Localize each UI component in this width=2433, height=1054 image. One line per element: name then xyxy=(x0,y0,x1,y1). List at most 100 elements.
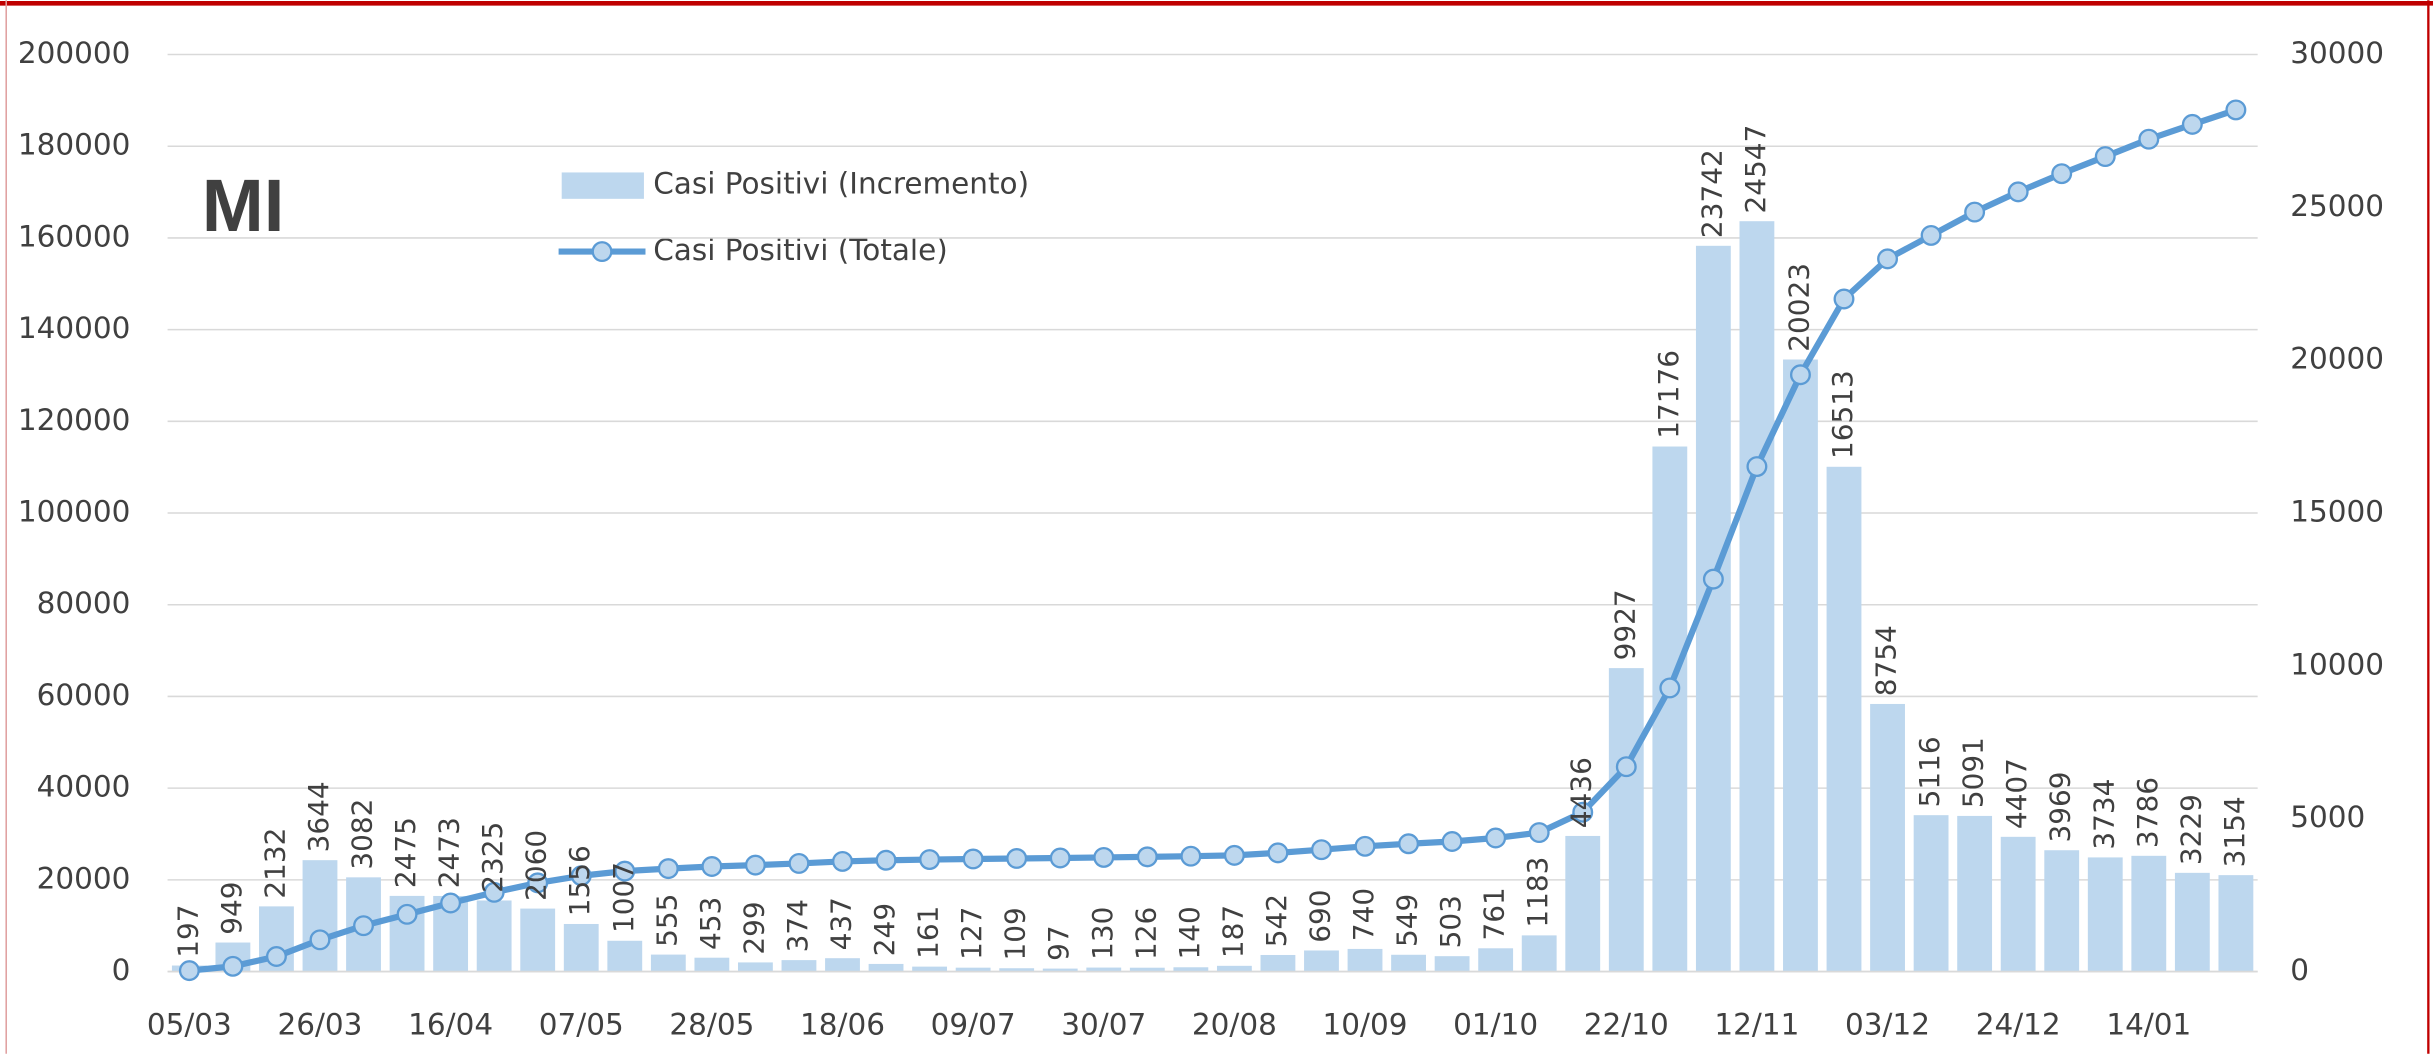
x-tick-label: 07/05 xyxy=(539,1007,624,1041)
data-label: 1007 xyxy=(607,862,640,933)
data-label: 3969 xyxy=(2044,771,2077,842)
data-label: 97 xyxy=(1042,925,1075,961)
data-label: 20023 xyxy=(1782,263,1815,352)
data-label: 2473 xyxy=(433,817,466,888)
data-label: 503 xyxy=(1434,895,1467,948)
line-marker xyxy=(265,946,287,967)
bar xyxy=(302,860,338,972)
data-label: 3229 xyxy=(2174,794,2207,865)
data-label: 690 xyxy=(1303,889,1336,942)
data-label: 299 xyxy=(737,901,770,954)
line-marker xyxy=(1006,847,1028,869)
bar xyxy=(1913,815,1949,972)
line-marker xyxy=(1049,847,1071,869)
x-tick-label: 01/10 xyxy=(1453,1007,1538,1041)
bar xyxy=(2174,872,2210,972)
bar xyxy=(476,900,512,972)
legend-marker xyxy=(591,241,613,263)
data-label: 2475 xyxy=(389,817,422,888)
data-label: 9927 xyxy=(1608,589,1641,660)
data-label: 3786 xyxy=(2131,777,2164,848)
bar xyxy=(1042,968,1078,972)
y2-tick-label: 10000 xyxy=(2290,647,2384,681)
data-label: 23742 xyxy=(1695,149,1728,238)
legend-label: Casi Positivi (Totale) xyxy=(653,233,948,267)
data-label: 2132 xyxy=(258,828,291,899)
line-marker xyxy=(919,849,941,871)
bar xyxy=(1870,703,1905,972)
x-tick-label: 28/05 xyxy=(669,1007,754,1041)
y2-tick-label: 0 xyxy=(2290,953,2309,987)
x-tick-label: 16/04 xyxy=(408,1007,493,1041)
data-label: 3154 xyxy=(2218,796,2251,867)
bar xyxy=(1129,967,1165,972)
y2-tick-label: 30000 xyxy=(2290,36,2384,70)
line-marker xyxy=(1789,364,1811,386)
data-label: 4436 xyxy=(1565,757,1598,828)
bar xyxy=(868,963,904,972)
data-label: 4407 xyxy=(2000,758,2033,829)
data-label: 761 xyxy=(1478,887,1511,940)
bar xyxy=(1521,935,1557,972)
bar xyxy=(1347,948,1383,972)
line-marker xyxy=(1180,845,1202,867)
x-tick-label: 18/06 xyxy=(800,1007,885,1041)
y-tick-label: 60000 xyxy=(37,678,131,712)
line-marker xyxy=(2007,181,2029,203)
data-label: 555 xyxy=(650,894,683,947)
line-marker xyxy=(1441,831,1463,852)
line-marker xyxy=(2181,113,2203,135)
y-tick-label: 80000 xyxy=(37,586,131,620)
bar xyxy=(563,923,599,972)
y2-tick-label: 5000 xyxy=(2290,800,2365,834)
line-marker xyxy=(1702,568,1724,590)
bar xyxy=(1216,965,1252,972)
data-label: 16513 xyxy=(1826,370,1859,459)
data-label: 5091 xyxy=(1957,737,1990,808)
data-label: 249 xyxy=(868,903,901,956)
data-label: 161 xyxy=(912,906,945,959)
y-tick-label: 160000 xyxy=(18,219,131,253)
line-marker xyxy=(1920,224,1942,246)
line-marker xyxy=(744,854,766,876)
bar xyxy=(1434,956,1470,972)
data-label: 140 xyxy=(1173,906,1206,959)
line-marker xyxy=(178,960,200,982)
y-tick-label: 180000 xyxy=(18,128,131,162)
bar xyxy=(1783,359,1818,972)
bar xyxy=(781,960,817,972)
line-marker xyxy=(875,849,897,871)
line-marker xyxy=(701,856,723,877)
line-marker xyxy=(788,852,810,874)
x-tick-label: 24/12 xyxy=(1976,1007,2061,1041)
legend-swatch xyxy=(561,172,644,199)
data-label: 374 xyxy=(781,899,814,952)
data-label: 3644 xyxy=(302,781,335,852)
x-tick-label: 20/08 xyxy=(1192,1007,1277,1041)
bar xyxy=(2044,850,2080,972)
bar xyxy=(955,967,991,972)
x-tick-label: 09/07 xyxy=(931,1007,1016,1041)
line-marker xyxy=(2225,99,2247,121)
line-marker xyxy=(1093,846,1115,868)
bar xyxy=(1608,668,1644,972)
line-marker xyxy=(353,915,374,937)
bar xyxy=(694,957,730,972)
data-label: 130 xyxy=(1086,907,1119,960)
y-tick-label: 20000 xyxy=(37,861,131,895)
data-label: 126 xyxy=(1129,907,1162,960)
data-label: 3734 xyxy=(2087,779,2120,850)
line-marker xyxy=(1354,835,1376,857)
y-tick-label: 40000 xyxy=(37,770,131,804)
line-marker xyxy=(614,860,636,882)
x-tick-label: 12/11 xyxy=(1714,1007,1799,1041)
x-tick-label: 03/12 xyxy=(1845,1007,1930,1041)
y2-tick-label: 20000 xyxy=(2290,342,2384,376)
data-label: 24547 xyxy=(1739,125,1772,214)
bar xyxy=(1086,967,1122,972)
line-marker xyxy=(962,848,984,870)
x-tick-label: 30/07 xyxy=(1061,1007,1146,1041)
bar xyxy=(2000,836,2036,972)
bar xyxy=(607,940,643,972)
